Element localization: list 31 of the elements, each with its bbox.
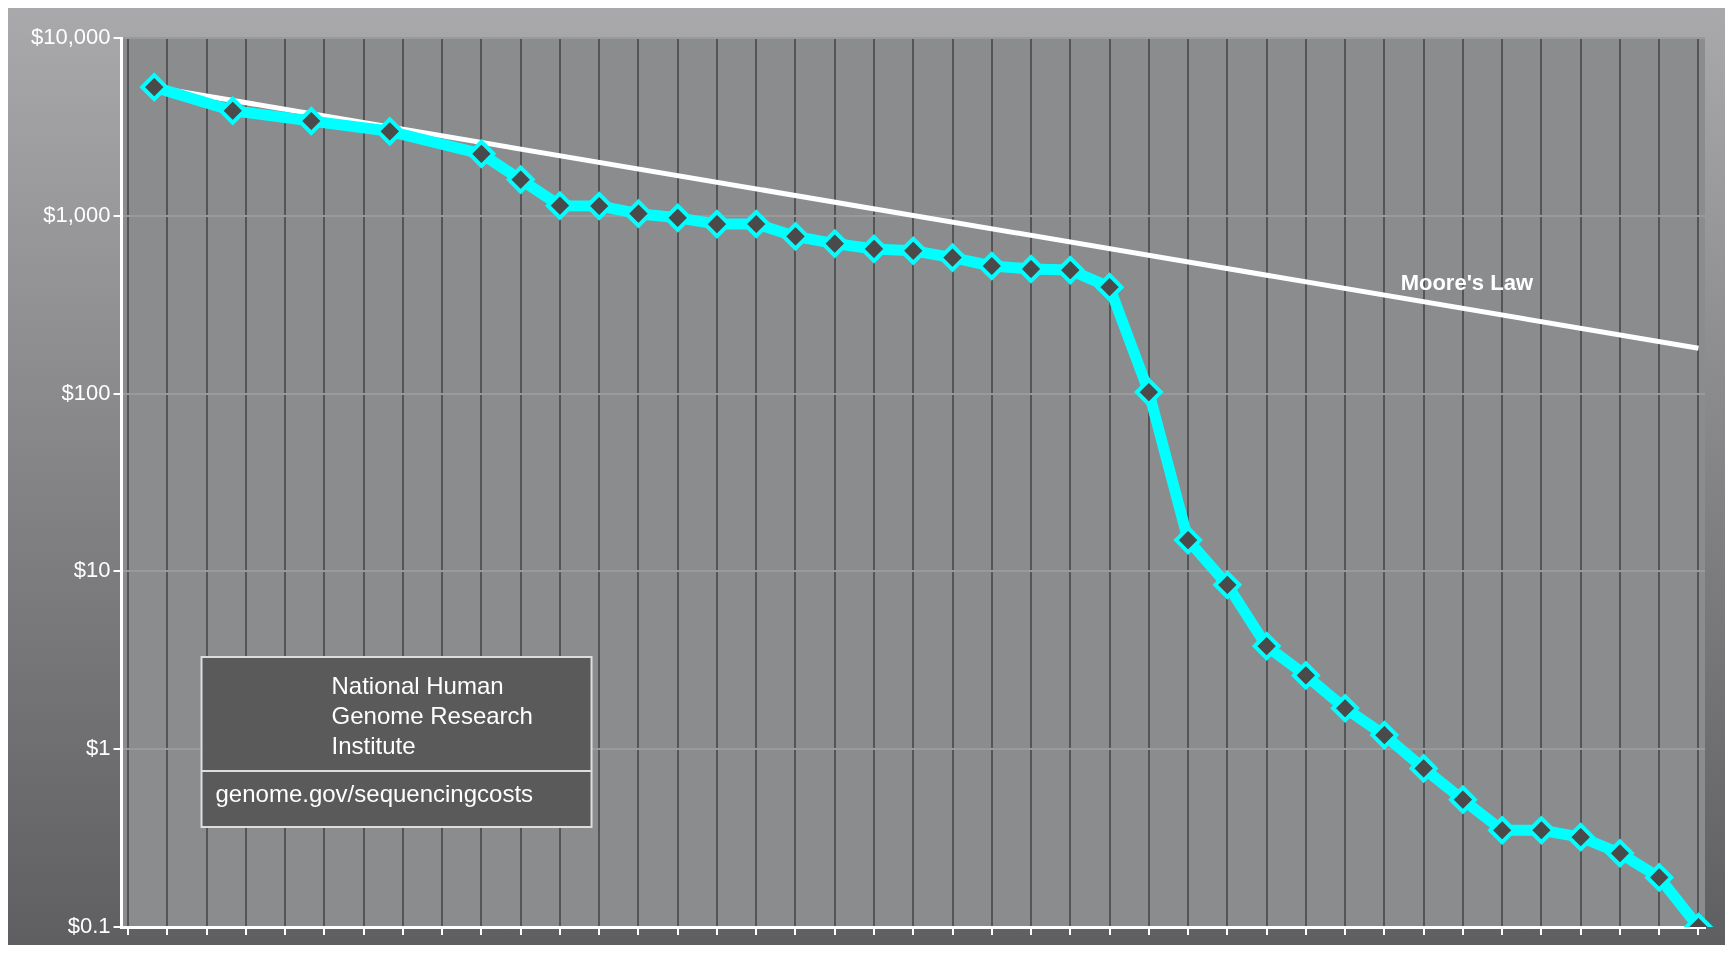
point <box>1331 694 1360 723</box>
point <box>1645 863 1674 892</box>
point <box>140 73 169 102</box>
point <box>1095 273 1124 302</box>
annotation: genome.gov/sequencingcosts <box>215 779 534 807</box>
point <box>820 229 849 258</box>
point <box>1605 839 1634 868</box>
point <box>781 222 810 251</box>
y-tick-label: $1 <box>86 735 111 761</box>
y-tick-label: $10 <box>73 557 111 583</box>
series-label: Moore's Law <box>1400 270 1534 296</box>
y-tick-label: $0.1 <box>67 913 111 939</box>
point <box>1409 754 1438 783</box>
point <box>1252 632 1281 661</box>
point <box>218 96 247 125</box>
point <box>1213 570 1242 599</box>
point <box>1291 661 1320 690</box>
point <box>467 139 496 168</box>
point <box>624 199 653 228</box>
point <box>1566 823 1595 852</box>
y-tick-label: $10,000 <box>30 24 111 50</box>
y-tick-label: $100 <box>61 379 111 405</box>
point <box>506 165 535 194</box>
annotation: National Human Genome Research Institute <box>331 671 533 759</box>
point <box>1370 721 1399 750</box>
point <box>938 243 967 272</box>
point <box>1174 526 1203 555</box>
point <box>1134 378 1163 407</box>
point <box>977 252 1006 280</box>
point <box>1448 785 1477 814</box>
y-tick-label: $1,000 <box>43 201 111 227</box>
